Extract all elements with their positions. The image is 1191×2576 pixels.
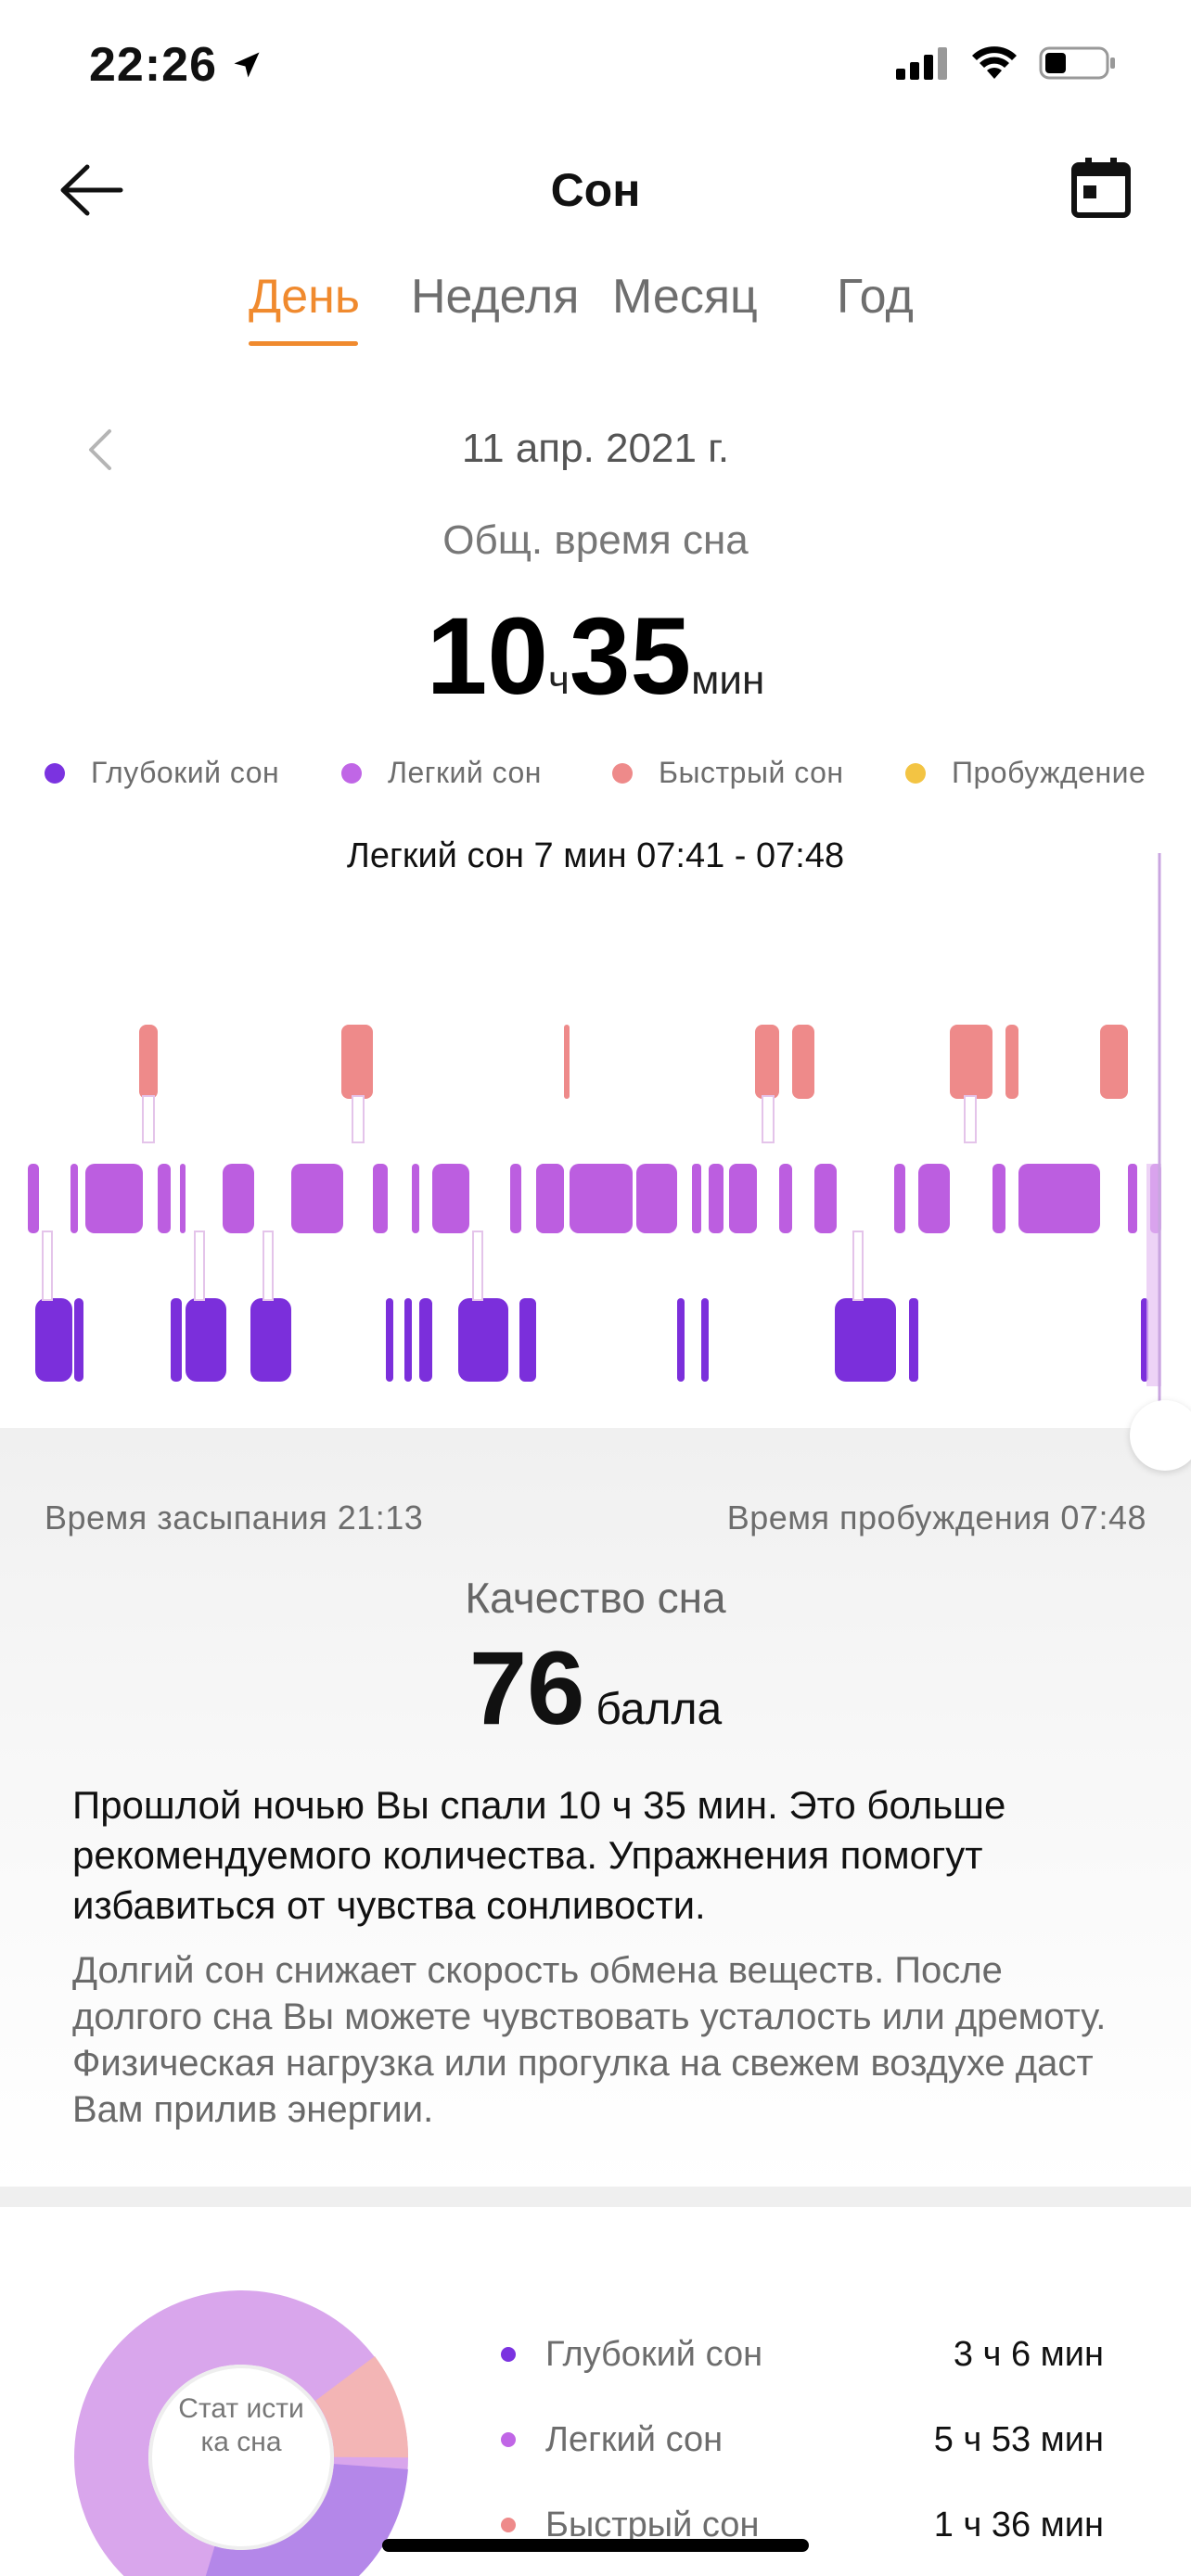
legend-rem: Быстрый сон (612, 756, 844, 790)
sleep-quality-score: 76 балла (0, 1628, 1191, 1748)
stat-dot (501, 2518, 516, 2532)
home-indicator[interactable] (382, 2539, 809, 2552)
total-sleep-label: Общ. время сна (442, 517, 749, 563)
back-arrow-icon[interactable] (56, 158, 130, 223)
status-time-group: 22:26 (89, 37, 263, 93)
tab-day[interactable]: День (249, 270, 360, 324)
stat-name: Глубокий сон (545, 2334, 763, 2374)
tab-year[interactable]: Год (837, 270, 914, 324)
donut-center-label: Стат исти ка сна (178, 2393, 304, 2457)
total-minutes: 35 (569, 595, 692, 718)
sleep-advice: Прошлой ночью Вы спали 10 ч 35 мин. Это … (72, 1783, 1006, 1927)
legend-dot (612, 762, 633, 784)
stat-row-rem: Быстрый сон 1 ч 36 мин (501, 2502, 1104, 2548)
legend-dot (45, 762, 65, 784)
status-icons (894, 45, 1117, 82)
sleep-legend: Глубокий сон Легкий сон Быстрый сон Проб… (0, 756, 1191, 802)
stat-dot (501, 2347, 516, 2362)
location-arrow-icon (234, 52, 260, 78)
sleep-stats-donut[interactable] (65, 2281, 417, 2576)
deep-segments (35, 1298, 1148, 1382)
minutes-unit: мин (691, 657, 765, 703)
legend-deep: Глубокий сон (45, 756, 279, 790)
section-divider (0, 2187, 1191, 2207)
total-hours: 10 (426, 595, 548, 718)
battery-icon (1039, 46, 1115, 80)
tab-week[interactable]: Неделя (411, 270, 580, 324)
quality-number: 76 (468, 1630, 585, 1746)
legend-label: Пробуждение (952, 756, 1146, 789)
stat-value: 1 ч 36 мин (933, 2505, 1104, 2544)
active-tab-indicator (249, 341, 358, 346)
total-sleep-value: 10ч35мин (0, 593, 1191, 720)
chevron-left-icon[interactable] (82, 426, 119, 474)
legend-dot (341, 762, 362, 784)
fall-asleep-time: Время засыпания 21:13 (45, 1498, 424, 1537)
sleep-stage-chart[interactable] (0, 853, 1191, 1428)
page-title: Сон (550, 164, 641, 216)
legend-label: Легкий сон (388, 756, 542, 789)
date-label: 11 апр. 2021 г. (461, 426, 730, 471)
status-time: 22:26 (89, 38, 217, 92)
wake-up-time: Время пробуждения 07:48 (726, 1498, 1146, 1537)
legend-awake: Пробуждение (905, 756, 1146, 790)
stat-row-deep: Глубокий сон 3 ч 6 мин (501, 2331, 1104, 2378)
period-tabs: День Неделя Месяц Год (0, 269, 1191, 352)
wifi-icon (972, 46, 1017, 79)
timeline-slider-handle[interactable] (1130, 1400, 1191, 1471)
legend-label: Глубокий сон (91, 756, 280, 789)
stat-name: Легкий сон (545, 2419, 724, 2459)
quality-unit: балла (596, 1685, 723, 1734)
sleep-advice-detail: Долгий сон снижает скорость обмена вещес… (72, 1950, 1107, 2130)
signal-icon (896, 47, 947, 80)
light-segments (28, 1164, 1161, 1233)
date-selector: 11 апр. 2021 г. (0, 422, 1191, 478)
legend-dot (905, 762, 926, 784)
status-bar: 22:26 (0, 0, 1191, 130)
stat-dot (501, 2432, 516, 2447)
nav-bar: Сон (0, 139, 1191, 241)
selected-segment-label: Легкий сон 7 мин 07:41 - 07:48 (346, 836, 845, 875)
legend-label: Быстрый сон (659, 756, 844, 789)
rem-segments (139, 1025, 1128, 1099)
tab-month[interactable]: Месяц (612, 270, 758, 324)
sleep-quality-title: Качество сна (465, 1574, 726, 1622)
sleep-summary: Время засыпания 21:13 Время пробуждения … (0, 1400, 1191, 2188)
legend-light: Легкий сон (341, 756, 542, 790)
stat-name: Быстрый сон (545, 2505, 760, 2544)
sleep-statistics: Стат исти ка сна Глубокий сон 3 ч 6 мин … (0, 2207, 1191, 2576)
hours-unit: ч (547, 657, 570, 703)
calendar-icon[interactable] (1069, 156, 1133, 221)
stat-value: 5 ч 53 мин (933, 2419, 1104, 2459)
stat-value: 3 ч 6 мин (953, 2334, 1104, 2374)
stat-row-light: Легкий сон 5 ч 53 мин (501, 2417, 1104, 2463)
